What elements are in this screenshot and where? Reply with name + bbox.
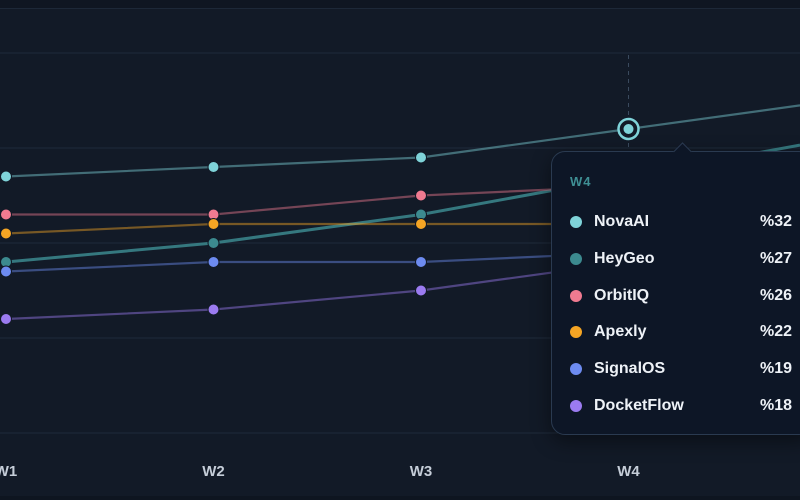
series-dot-icon [570,326,582,339]
tooltip-series-name: HeyGeo [594,249,655,267]
data-point [0,208,12,221]
tooltip-series-value: %19 [759,360,792,378]
tooltip-series-name: SignalOS [594,360,666,378]
top-border [0,0,800,9]
x-tick-label: W4 [617,463,640,480]
data-point [207,303,220,316]
data-point [0,313,12,325]
series-points [0,117,640,325]
data-point [415,256,427,268]
series-dot-icon [570,289,582,302]
tooltip-series-value: %26 [759,286,792,304]
data-point [415,284,427,297]
data-point [0,170,12,183]
tooltip-series-value: %18 [759,397,792,414]
x-tick-label: W3 [410,463,433,480]
x-tick-label: W1 [0,463,17,480]
data-point [0,227,12,240]
highlight-point [623,124,634,134]
series-dot-icon [570,216,582,228]
data-point [207,256,220,268]
tooltip-series-name: OrbitIQ [594,286,650,304]
tooltip-row: HeyGeo %27 [570,247,792,271]
tooltip-title: W4 [570,174,592,189]
tooltip-row: OrbitIQ %26 [570,284,792,308]
hover-tooltip: W4 NovaAI %32 HeyGeo %27 OrbitIQ %26 Ape… [551,142,800,435]
tooltip-row: Apexly %22 [570,320,792,344]
tooltip-series-value: %27 [759,249,792,267]
series-dot-icon [570,363,582,376]
series-dot-icon [570,400,582,412]
tooltip-series-name: Apexly [594,323,647,341]
tooltip-row: DocketFlow %18 [570,394,792,418]
data-point [415,189,427,202]
x-tick-label: W2 [202,463,225,480]
data-point [207,237,220,249]
tooltip-series-value: %32 [759,213,792,230]
tooltip-row: SignalOS %19 [570,357,792,381]
data-point [207,218,220,230]
data-point [0,265,12,278]
tooltip-row: NovaAI %32 [570,210,792,234]
tooltip-series-value: %22 [759,323,792,341]
data-point [207,161,220,173]
x-axis-ticks: W1 W2 W3 W4 [0,463,640,480]
bottom-border [0,496,800,500]
tooltip-series-name: NovaAI [594,213,650,230]
data-point [415,218,427,230]
series-dot-icon [570,252,582,265]
data-point [415,151,427,164]
tooltip-series-name: DocketFlow [594,397,684,414]
